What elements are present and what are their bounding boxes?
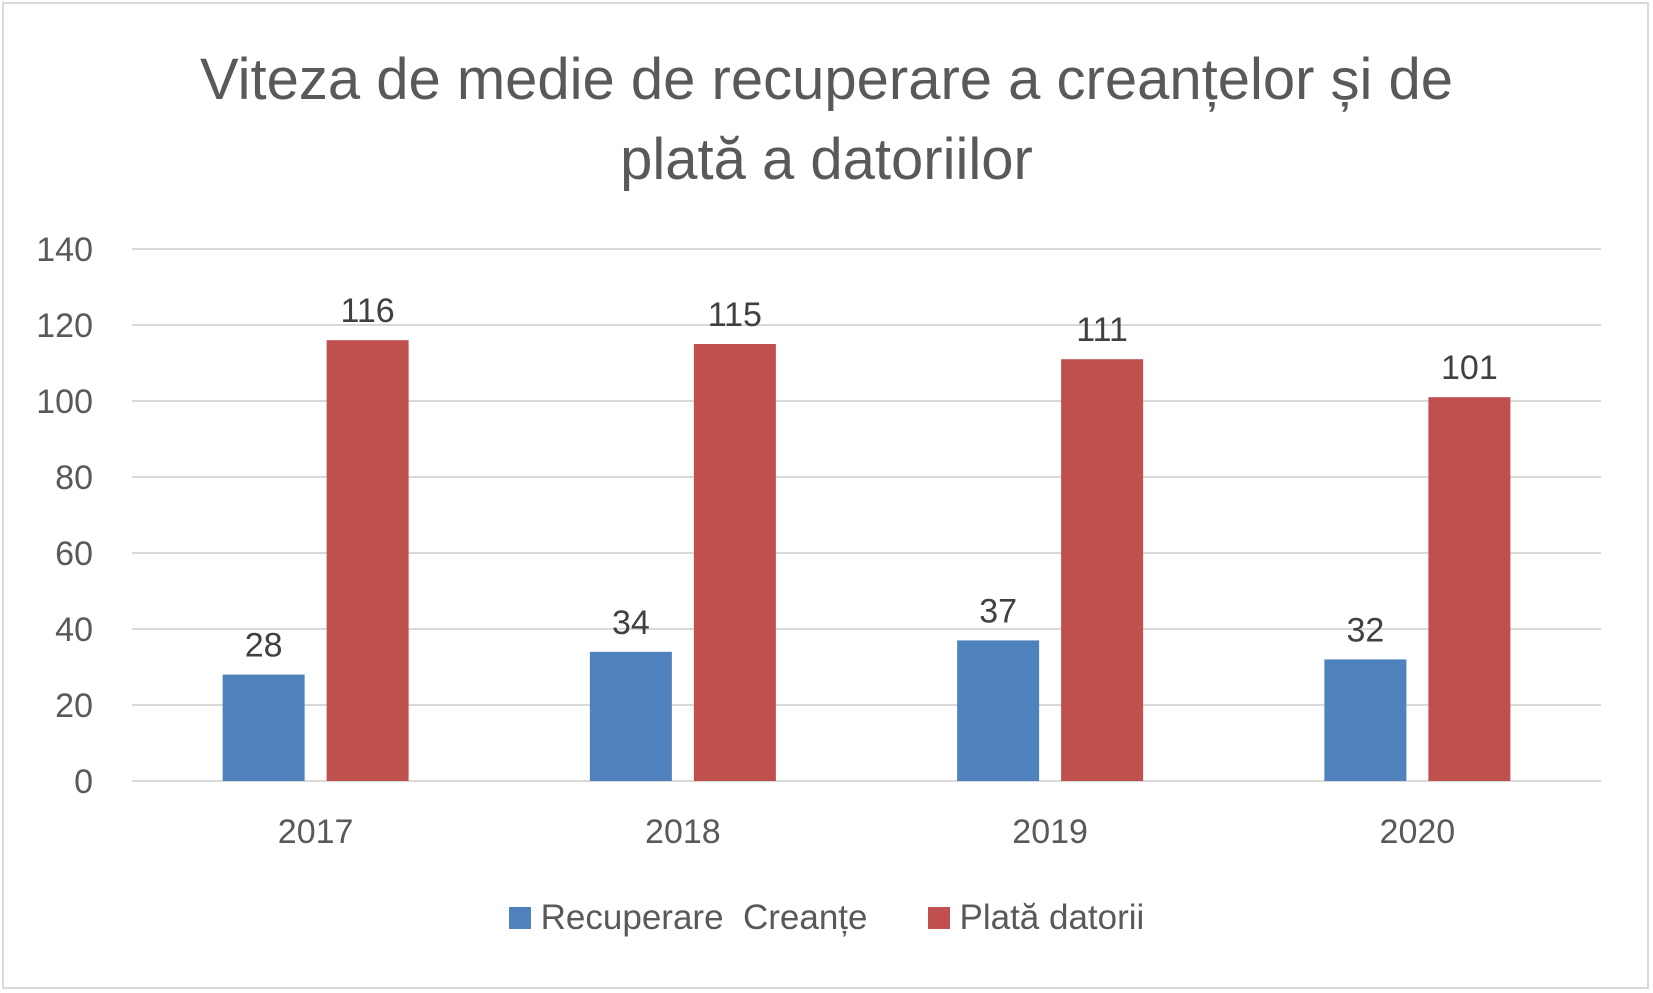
legend-swatch-plata [927, 907, 950, 929]
bar-plata-2017 [326, 340, 409, 781]
bar-recuperare-2019 [957, 640, 1040, 781]
x-tick-label-2018: 2018 [645, 813, 721, 851]
y-tick-label-0: 0 [74, 763, 93, 801]
legend: Recuperare Creanțe Plată datorii [0, 898, 1653, 938]
bar-plata-2020 [1428, 397, 1511, 781]
data-label-recuperare-2017: 28 [245, 627, 283, 665]
y-tick-label-20: 20 [55, 687, 93, 725]
data-label-recuperare-2018: 34 [612, 604, 650, 642]
y-tick-label-80: 80 [55, 459, 93, 497]
data-label-plata-2018: 115 [708, 296, 762, 334]
y-tick-label-120: 120 [36, 307, 93, 345]
bar-plata-2018 [693, 344, 776, 781]
y-tick-label-100: 100 [36, 383, 93, 421]
bar-recuperare-2017 [222, 674, 305, 781]
data-label-recuperare-2019: 37 [979, 592, 1017, 630]
legend-item-plata: Plată datorii [927, 898, 1145, 938]
legend-label-plata: Plată datorii [959, 898, 1145, 937]
bar-recuperare-2018 [589, 651, 672, 781]
bar-plata-2019 [1061, 359, 1144, 781]
x-tick-label-2020: 2020 [1380, 813, 1456, 851]
chart-title: Viteza de medie de recuperare a creanțel… [0, 40, 1653, 200]
x-tick-label-2019: 2019 [1012, 813, 1088, 851]
bar-recuperare-2020 [1324, 659, 1407, 781]
data-label-plata-2019: 111 [1076, 311, 1128, 349]
y-tick-label-60: 60 [55, 535, 93, 573]
chart-title-line-1: Viteza de medie de recuperare a creanțel… [199, 47, 1454, 112]
legend-label-recuperare: Recuperare Creanțe [540, 898, 868, 937]
legend-swatch-recuperare [508, 907, 531, 929]
x-tick-label-2017: 2017 [278, 813, 354, 851]
data-label-recuperare-2020: 32 [1346, 611, 1384, 649]
data-label-plata-2017: 116 [341, 292, 395, 330]
data-label-plata-2020: 101 [1441, 349, 1498, 387]
y-tick-label-140: 140 [36, 231, 93, 269]
legend-item-recuperare: Recuperare Creanțe [508, 898, 868, 938]
chart-title-line-2: plată a datoriilor [620, 127, 1033, 192]
y-tick-label-40: 40 [55, 611, 93, 649]
